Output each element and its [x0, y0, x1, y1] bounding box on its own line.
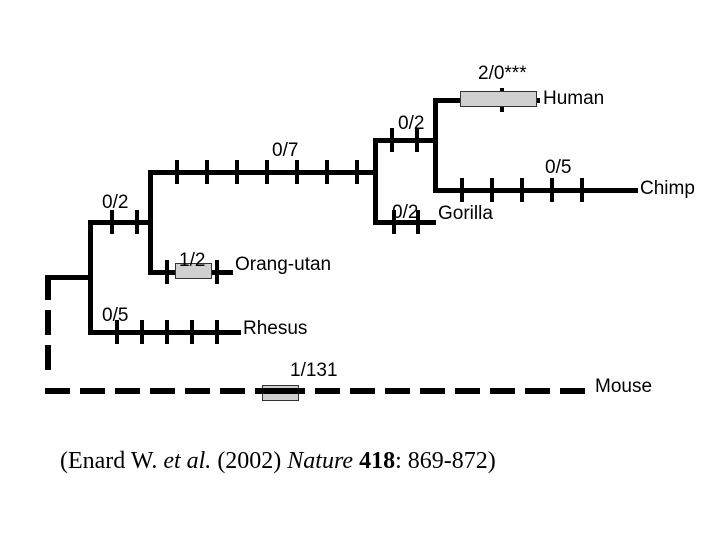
mouse-dash-h-14 [560, 388, 585, 394]
tick-ape-backbone [235, 160, 239, 184]
mouse-dash-h-13 [525, 388, 550, 394]
humanchimp-stem [373, 138, 436, 143]
mouse-dash-h-10 [420, 388, 445, 394]
tip-label-human: Human [543, 88, 604, 110]
mouse-dash-h-8 [350, 388, 375, 394]
tick-ape-backbone [265, 160, 269, 184]
tick-orang-branch [165, 260, 169, 284]
tick-rhesus-branch [165, 320, 169, 344]
citation-etal: et al. [163, 448, 211, 474]
mouse-dash-h-0 [45, 388, 70, 394]
mouse-dash-h-5 [220, 388, 245, 394]
branch-label-human_above: 2/0*** [478, 63, 527, 85]
tick-orang-branch [215, 260, 219, 284]
humanchimp-gorilla [373, 138, 378, 225]
tick-chimp-branch [550, 178, 554, 202]
tip-label-orang: Orang-utan [235, 254, 331, 276]
citation-mid: (2002) [211, 448, 287, 474]
tick-humanchimp-stem [390, 128, 394, 152]
root-connector [45, 275, 93, 280]
tip-label-chimp: Chimp [640, 178, 695, 200]
branch-label-gorilla_branch: 0/2 [392, 202, 418, 224]
tick-ape-backbone [325, 160, 329, 184]
mouse-dash-h-4 [185, 388, 210, 394]
mouse-dash-h-2 [115, 388, 140, 394]
human-chimp-join [433, 98, 438, 193]
tick-chimp-branch [580, 178, 584, 202]
citation-prefix: (Enard W. [60, 448, 163, 474]
mouse-dash-h-3 [150, 388, 175, 394]
tick-ape-orang-stem [135, 210, 139, 234]
tick-rhesus-branch [190, 320, 194, 344]
ape-orang-join [148, 170, 153, 275]
tick-ape-backbone [355, 160, 359, 184]
tick-ape-backbone [175, 160, 179, 184]
tick-chimp-branch [460, 178, 464, 202]
mouse-dash-v-1 [45, 310, 51, 335]
citation-suffix: : 869-872) [395, 448, 496, 474]
ape-backbone [148, 170, 378, 175]
mouse-dash-v-2 [45, 345, 51, 370]
tip-label-gorilla: Gorilla [438, 203, 493, 225]
orang-rhesus-join [88, 220, 93, 335]
branch-label-orang_branch: 1/2 [179, 250, 205, 272]
branch-label-chimp_branch: 0/5 [545, 157, 571, 179]
human-box [460, 91, 537, 107]
tick-ape-backbone [205, 160, 209, 184]
tick-ape-backbone [295, 160, 299, 184]
tip-label-rhesus: Rhesus [243, 318, 307, 340]
branch-label-rhesus_branch: 0/5 [102, 305, 128, 327]
citation-vol: 418 [359, 448, 395, 474]
figure-stage: Human Chimp Gorilla Orang-utan Rhesus Mouse 2/… [0, 0, 720, 540]
mouse-dash-h-9 [385, 388, 410, 394]
mouse-dash-h-12 [490, 388, 515, 394]
ape-orang-stem [88, 220, 153, 225]
branch-label-ape_backbone: 0/7 [272, 140, 298, 162]
branch-label-mouse_branch: 1/131 [290, 360, 338, 382]
tick-rhesus-branch [140, 320, 144, 344]
mouse-dash-h-1 [80, 388, 105, 394]
mouse-dash-h-6 [255, 388, 305, 394]
branch-label-human_chimp: 0/2 [398, 113, 424, 135]
mouse-dash-h-11 [455, 388, 480, 394]
tip-label-mouse: Mouse [595, 376, 652, 398]
tick-rhesus-branch [215, 320, 219, 344]
mouse-dash-v-0 [45, 275, 51, 300]
tick-chimp-branch [520, 178, 524, 202]
citation: (Enard W. et al. (2002) Nature 418: 869-… [60, 448, 496, 475]
branch-label-root_branch: 0/2 [102, 192, 128, 214]
tick-chimp-branch [490, 178, 494, 202]
mouse-dash-h-7 [315, 388, 340, 394]
citation-journal: Nature [287, 448, 353, 474]
